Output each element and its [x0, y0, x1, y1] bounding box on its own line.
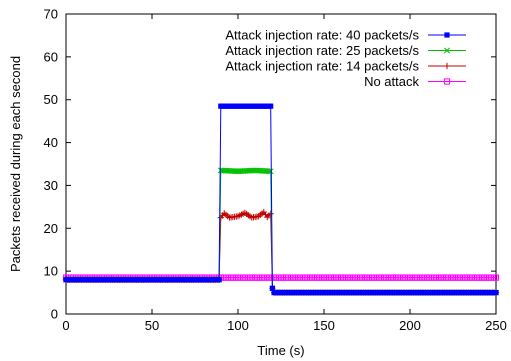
y-tick-label: 70	[44, 7, 58, 22]
legend-item: Attack injection rate: 25 packets/s	[225, 43, 466, 58]
data-point	[444, 32, 450, 38]
data-point	[266, 168, 272, 175]
plot-frame	[65, 13, 497, 315]
axis-tick-labels: 0 50 100 150 200 250 0 10 20 30 40 50 60 70	[44, 7, 507, 334]
legend-item: Attack injection rate: 40 packets/s	[225, 28, 466, 43]
y-tick-label: 40	[44, 135, 58, 150]
legend-label: Attack injection rate: 40 packets/s	[225, 28, 419, 43]
y-tick-label: 0	[51, 307, 58, 322]
y-tick-label: 30	[44, 178, 58, 193]
y-tick-label: 60	[44, 49, 58, 64]
x-tick-label: 250	[485, 318, 507, 333]
series-line	[66, 105, 496, 294]
data-point	[444, 47, 450, 54]
series-1	[63, 103, 499, 296]
x-tick-label: 100	[227, 318, 249, 333]
y-tick-label: 50	[44, 92, 58, 107]
y-tick-label: 20	[44, 221, 58, 236]
data-point	[216, 277, 222, 283]
legend-label: Attack injection rate: 14 packets/s	[225, 59, 419, 74]
x-tick-label: 150	[313, 318, 335, 333]
series-3	[62, 208, 500, 296]
data-point	[493, 289, 499, 296]
y-axis-title: Packets received during each second	[8, 56, 23, 272]
data-point	[269, 285, 275, 291]
legend-label: No attack	[364, 74, 419, 89]
legend-label: Attack injection rate: 25 packets/s	[225, 43, 419, 58]
legend: Attack injection rate: 40 packets/sAttac…	[225, 28, 466, 89]
y-tick-label: 10	[44, 264, 58, 279]
data-point	[268, 103, 274, 109]
series-line	[66, 169, 496, 294]
data-point	[492, 274, 500, 281]
data-point	[267, 210, 274, 217]
x-tick-label: 50	[145, 318, 159, 333]
x-tick-label: 0	[62, 318, 69, 333]
data-point	[443, 78, 451, 85]
axis-ticks	[65, 13, 497, 315]
x-tick-label: 200	[399, 318, 421, 333]
data-point	[443, 62, 451, 70]
x-axis-title: Time (s)	[257, 343, 304, 358]
legend-item: Attack injection rate: 14 packets/s	[225, 59, 466, 74]
legend-item: No attack	[364, 74, 466, 89]
data-point	[267, 168, 274, 175]
series-layer	[62, 103, 500, 296]
